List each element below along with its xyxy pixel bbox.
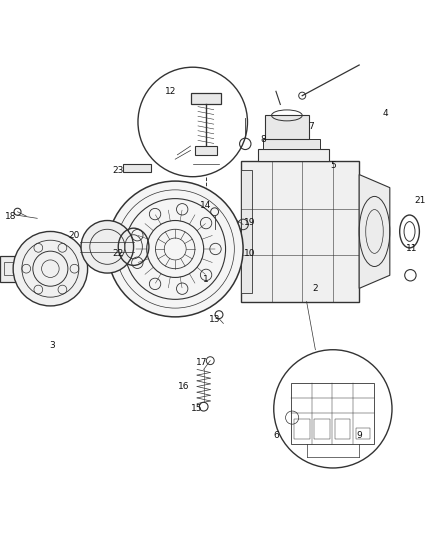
Bar	[263, 140, 320, 149]
Text: 20: 20	[69, 231, 80, 240]
Text: 19: 19	[244, 218, 255, 227]
Bar	[0, 255, 31, 282]
Text: 11: 11	[406, 245, 417, 254]
Bar	[4, 262, 30, 275]
Text: 13: 13	[209, 314, 220, 324]
Text: 16: 16	[178, 383, 190, 391]
Text: 21: 21	[415, 196, 426, 205]
Bar	[241, 161, 359, 302]
Bar	[258, 149, 328, 161]
Text: 1: 1	[203, 275, 209, 284]
Text: 3: 3	[49, 341, 56, 350]
Text: 15: 15	[191, 405, 203, 414]
Circle shape	[81, 221, 134, 273]
Text: 2: 2	[313, 284, 318, 293]
Text: 6: 6	[273, 431, 279, 440]
Text: 9: 9	[356, 431, 362, 440]
Text: 14: 14	[200, 201, 212, 209]
Polygon shape	[359, 174, 390, 288]
Text: 4: 4	[383, 109, 388, 118]
Text: 8: 8	[260, 135, 266, 144]
Bar	[294, 419, 310, 439]
Bar	[314, 419, 330, 439]
Bar	[335, 419, 350, 439]
Text: 10: 10	[244, 249, 255, 258]
Circle shape	[107, 181, 243, 317]
Bar	[195, 146, 217, 155]
Text: 18: 18	[5, 212, 17, 221]
Bar	[291, 383, 374, 444]
Bar	[241, 170, 252, 293]
Bar	[123, 165, 151, 172]
Text: 5: 5	[330, 161, 336, 170]
Text: 22: 22	[113, 249, 124, 258]
Circle shape	[13, 231, 88, 306]
Text: 12: 12	[165, 87, 177, 96]
Text: 7: 7	[308, 122, 314, 131]
Text: 17: 17	[196, 358, 207, 367]
Bar	[191, 93, 221, 104]
Text: 23: 23	[113, 166, 124, 175]
Bar	[356, 427, 370, 439]
Bar	[265, 115, 309, 140]
